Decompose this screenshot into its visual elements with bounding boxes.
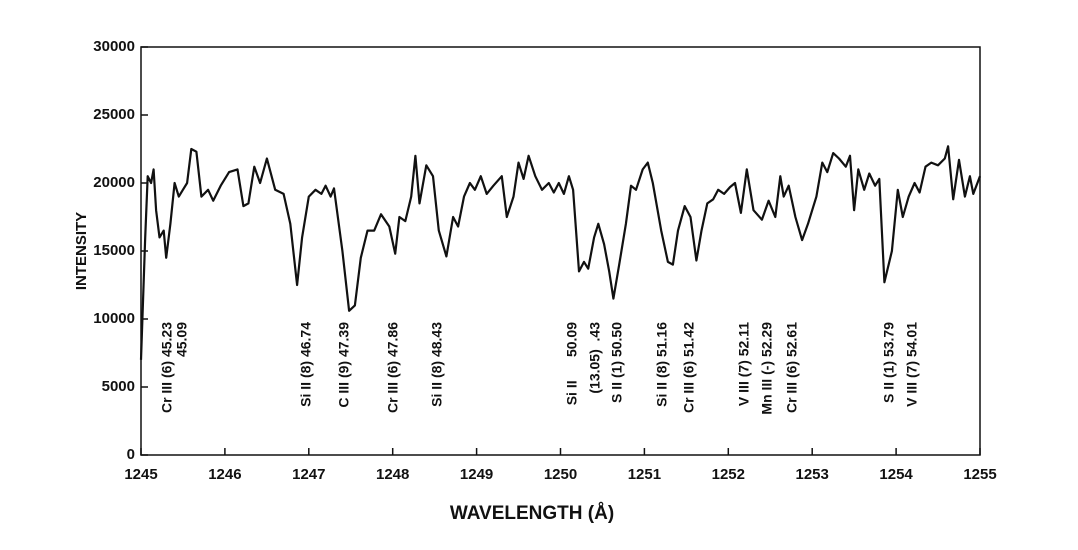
x-tick-label: 1245 [124, 466, 157, 483]
y-tick-label: 25000 [93, 106, 135, 123]
line-identification: S II (1) 50.50 [609, 322, 625, 403]
x-tick-label: 1253 [796, 466, 829, 483]
plot-frame [140, 46, 981, 456]
line-identification: Cr III (6) 51.42 [681, 322, 697, 413]
y-tick-label: 20000 [93, 174, 135, 191]
line-identification: Mn III (-) 52.29 [759, 322, 775, 415]
line-identification: Si II (8) 46.74 [298, 322, 314, 407]
x-tick-label: 1252 [712, 466, 745, 483]
x-tick-label: 1255 [963, 466, 996, 483]
line-identification: Si II (8) 51.16 [654, 322, 670, 407]
x-tick-label: 1247 [292, 466, 325, 483]
line-identification: V III (7) 52.11 [736, 322, 752, 406]
line-identification: C III (9) 47.39 [336, 322, 352, 408]
x-axis-label: WAVELENGTH (Å) [450, 503, 614, 524]
line-identification: S II (1) 53.79 [881, 322, 897, 403]
x-tick-label: 1249 [460, 466, 493, 483]
line-identification: Si II 50.09 [564, 322, 580, 405]
spectrum-line [139, 145, 982, 360]
y-tick-label: 0 [127, 446, 135, 463]
x-tick-label: 1254 [879, 466, 913, 483]
line-identification: Cr III (6) 52.61 [784, 322, 800, 413]
line-identification: 45.09 [174, 322, 190, 357]
y-tick-label: 30000 [93, 38, 135, 55]
x-tick-label: 1248 [376, 466, 409, 483]
line-identification: Cr III (6) 45.23 [159, 322, 175, 413]
y-tick-label: 10000 [93, 310, 135, 327]
line-identification: V III (7) 54.01 [904, 322, 920, 407]
y-tick-label: 15000 [93, 242, 135, 259]
y-axis-label: INTENSITY [73, 212, 90, 290]
y-tick-label: 5000 [102, 378, 135, 395]
line-identification: Cr III (6) 47.86 [385, 322, 401, 413]
x-tick-label: 1246 [208, 466, 241, 483]
line-identification: Si II (8) 48.43 [429, 322, 445, 407]
x-tick-label: 1250 [544, 466, 577, 483]
line-identification: (13.05) .43 [587, 322, 603, 394]
x-tick-label: 1251 [628, 466, 661, 483]
